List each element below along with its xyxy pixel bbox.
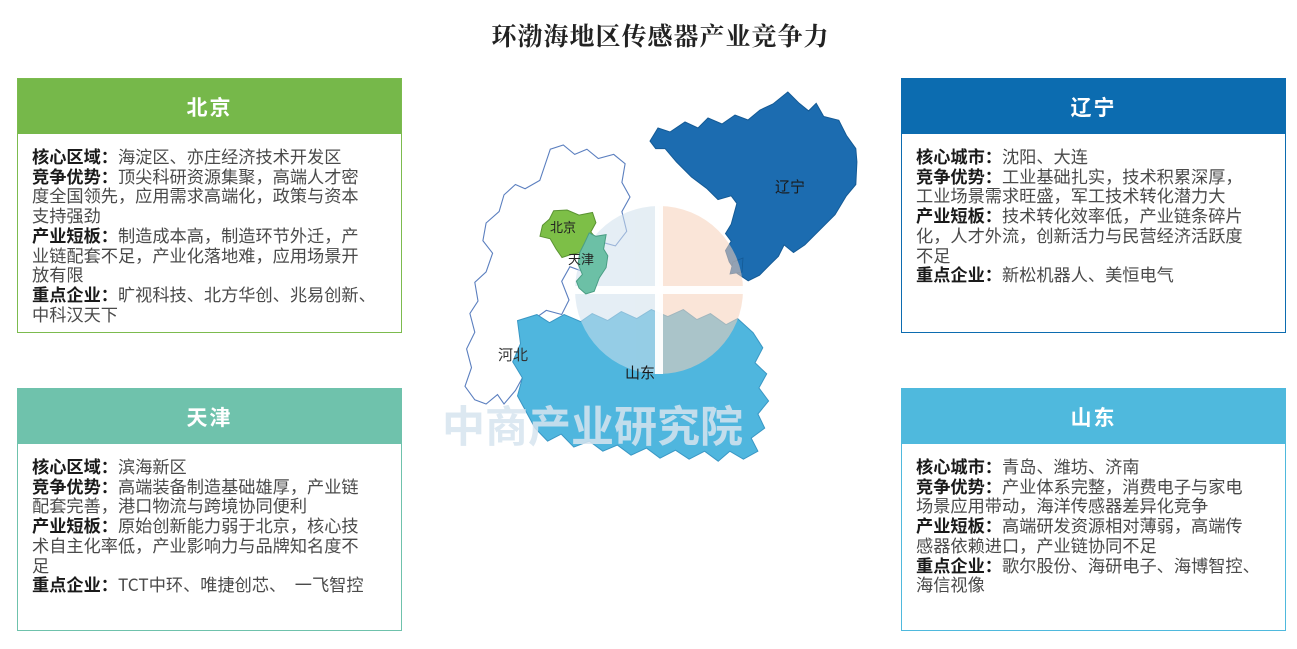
svg-text:北京: 北京 <box>550 217 576 236</box>
svg-text:辽宁: 辽宁 <box>775 176 805 197</box>
svg-text:山东: 山东 <box>625 362 655 383</box>
svg-text:中商产业研究院: 中商产业研究院 <box>442 393 743 455</box>
svg-text:天津: 天津 <box>568 249 594 268</box>
svg-text:河北: 河北 <box>498 344 528 365</box>
